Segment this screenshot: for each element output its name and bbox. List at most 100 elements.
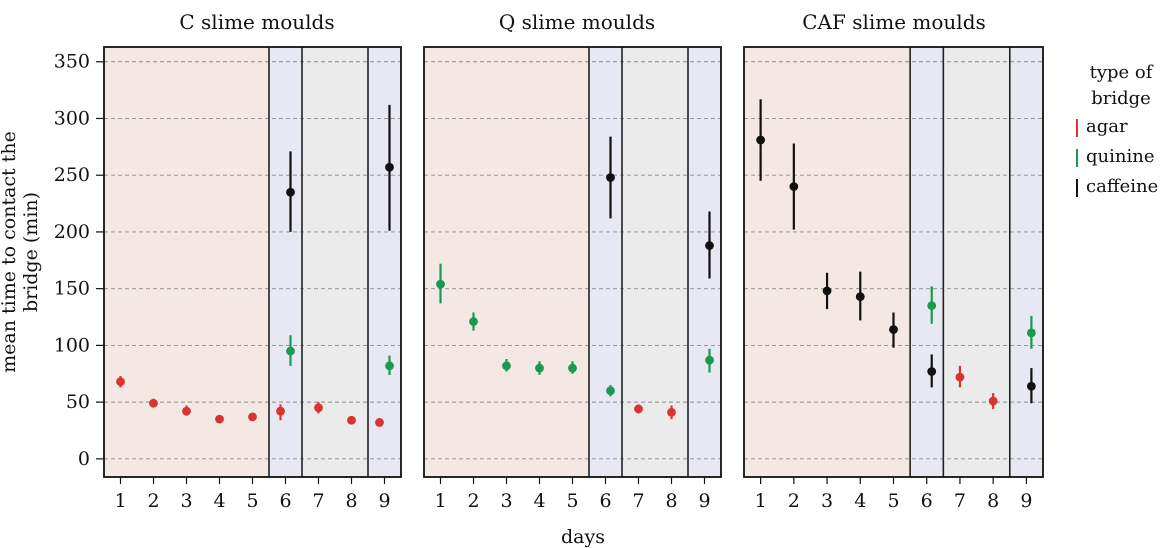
y-tick-label: 100: [54, 334, 90, 356]
data-point-caffeine: [606, 173, 615, 182]
data-point-quinine: [469, 317, 478, 326]
data-point-caffeine: [1026, 381, 1036, 391]
phase-region: [589, 47, 622, 477]
x-tick-label: 4: [533, 490, 545, 512]
data-point-caffeine: [286, 187, 295, 197]
phase-region: [622, 47, 688, 477]
data-point-caffeine: [889, 325, 898, 334]
data-point-agar: [988, 396, 998, 406]
data-point-quinine: [568, 363, 577, 373]
x-tick-label: 7: [954, 490, 966, 512]
data-point-agar: [116, 377, 125, 387]
panel-title-caf: CAF slime moulds: [802, 10, 986, 34]
y-tick-label: 50: [66, 391, 90, 413]
legend-label-caffeine: caffeine: [1086, 176, 1159, 197]
x-tick-label: 9: [1020, 490, 1032, 512]
x-tick-label: 7: [632, 490, 644, 512]
x-tick-label: 8: [987, 490, 999, 512]
phase-region: [688, 47, 721, 477]
x-tick-label: 3: [500, 490, 512, 512]
x-tick-label: 6: [921, 490, 933, 512]
data-point-caffeine: [756, 135, 766, 145]
data-point-agar: [347, 415, 356, 425]
panel-title-c: C slime moulds: [179, 10, 335, 34]
data-point-quinine: [705, 355, 714, 365]
x-tick-label: 5: [246, 490, 258, 512]
x-axis-label: days: [561, 526, 605, 548]
data-point-agar: [149, 398, 158, 408]
data-point-agar: [955, 372, 965, 382]
x-tick-label: 5: [566, 490, 578, 512]
data-point-quinine: [436, 279, 445, 289]
x-tick-label: 3: [821, 490, 833, 512]
x-tick-label: 7: [312, 490, 324, 512]
phase-region: [424, 47, 589, 477]
y-tick-label: 350: [54, 51, 90, 73]
data-point-quinine: [286, 346, 295, 356]
y-tick-label: 0: [78, 448, 90, 470]
x-tick-label: 8: [665, 490, 677, 512]
phase-region: [910, 47, 944, 477]
phase-region: [1009, 47, 1043, 477]
data-point-caffeine: [822, 286, 832, 296]
phase-region: [269, 47, 302, 477]
data-point-agar: [667, 407, 676, 417]
phase-region: [368, 47, 401, 477]
phase-region: [104, 47, 269, 477]
x-tick-label: 8: [345, 490, 357, 512]
x-tick-label: 6: [599, 490, 611, 512]
x-tick-label: 3: [180, 490, 192, 512]
data-point-agar: [375, 418, 384, 427]
data-point-quinine: [927, 301, 937, 311]
y-tick-label: 200: [54, 221, 90, 243]
legend-label-agar: agar: [1086, 116, 1128, 137]
data-point-quinine: [502, 361, 511, 371]
x-tick-label: 4: [213, 490, 225, 512]
legend-label-quinine: quinine: [1086, 146, 1155, 167]
x-tick-label: 2: [788, 490, 800, 512]
data-point-agar: [182, 406, 191, 416]
data-point-agar: [634, 404, 643, 414]
data-point-agar: [276, 406, 285, 416]
legend: type of bridge agar quinine caffeine: [1076, 60, 1166, 202]
y-tick-label: 250: [54, 164, 90, 186]
legend-swatch-agar: [1076, 119, 1078, 137]
x-tick-label: 4: [854, 490, 866, 512]
legend-item-quinine: quinine: [1076, 142, 1166, 172]
y-tick-label: 150: [54, 278, 90, 300]
legend-item-agar: agar: [1076, 112, 1166, 142]
data-point-quinine: [1026, 328, 1036, 338]
phase-region: [943, 47, 1010, 477]
phase-region: [302, 47, 368, 477]
data-point-caffeine: [789, 182, 799, 191]
x-tick-label: 2: [467, 490, 479, 512]
legend-swatch-quinine: [1076, 149, 1078, 167]
data-point-agar: [215, 414, 224, 424]
phase-region: [744, 47, 911, 477]
data-point-caffeine: [855, 292, 865, 302]
data-point-quinine: [535, 363, 544, 373]
legend-title-line2: bridge: [1091, 88, 1151, 109]
data-point-agar: [248, 412, 257, 422]
x-tick-label: 9: [378, 490, 390, 512]
data-point-caffeine: [705, 241, 714, 250]
data-point-caffeine: [927, 367, 937, 376]
x-tick-label: 1: [114, 490, 126, 512]
legend-item-caffeine: caffeine: [1076, 172, 1166, 202]
data-point-caffeine: [385, 162, 394, 172]
data-point-quinine: [385, 361, 394, 371]
y-tick-label: 300: [54, 107, 90, 129]
x-tick-label: 6: [279, 490, 291, 512]
legend-title-line1: type of: [1089, 62, 1153, 83]
panel-title-q: Q slime moulds: [498, 10, 656, 34]
data-point-agar: [314, 403, 323, 413]
x-tick-label: 5: [887, 490, 899, 512]
legend-swatch-caffeine: [1076, 179, 1078, 197]
x-tick-label: 1: [434, 490, 446, 512]
x-tick-label: 2: [147, 490, 159, 512]
y-axis-label: mean time to contact the bridge (min): [0, 131, 42, 373]
data-point-quinine: [606, 386, 615, 396]
x-tick-label: 1: [755, 490, 767, 512]
x-tick-label: 9: [698, 490, 710, 512]
